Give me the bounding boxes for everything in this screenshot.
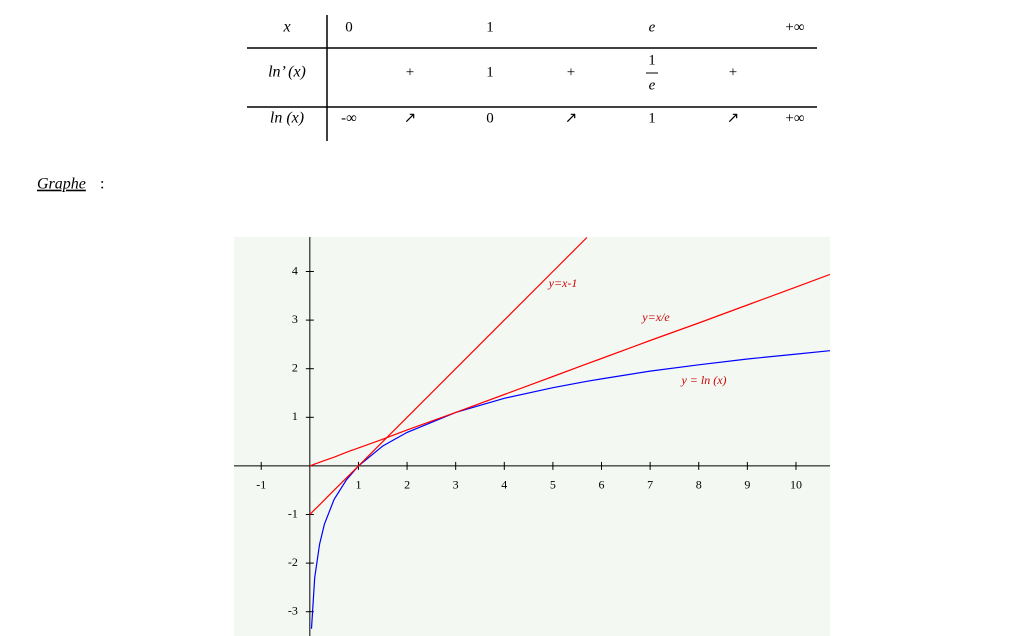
caption: Graphe — [37, 176, 86, 193]
x-tick-label: -1 — [256, 478, 266, 492]
plot-background — [234, 237, 830, 636]
table-cell: ↗ — [565, 110, 578, 126]
y-tick-label: -2 — [288, 555, 298, 569]
table-cell: e — [649, 19, 656, 35]
function-curve — [309, 273, 830, 467]
table-cell: 1 — [486, 64, 494, 80]
table-cell: 0 — [486, 110, 494, 126]
curve-label: y=x-1 — [548, 276, 578, 290]
x-tick-label: 2 — [404, 478, 410, 492]
table-cell: + — [406, 64, 414, 80]
x-tick-label: 1 — [355, 478, 361, 492]
function-curve — [309, 237, 588, 515]
row-label: x — [282, 19, 290, 36]
row-label: ln (x) — [270, 110, 304, 127]
row-label: ln’ (x) — [268, 64, 306, 81]
curve-label: y=x/e — [641, 310, 670, 324]
y-tick-label: 3 — [292, 312, 298, 326]
x-tick-label: 4 — [501, 478, 507, 492]
x-tick-label: 5 — [550, 478, 556, 492]
y-tick-label: 1 — [292, 409, 298, 423]
table-cell: +∞ — [785, 19, 804, 35]
table-cell: 0 — [345, 19, 353, 35]
table-cell: ↗ — [727, 110, 740, 126]
fraction-numerator: 1 — [648, 52, 656, 68]
table-cell: -∞ — [341, 110, 357, 126]
x-tick-label: 6 — [599, 478, 605, 492]
y-tick-label: 4 — [292, 263, 298, 277]
table-cell: + — [729, 64, 737, 80]
x-tick-label: 10 — [790, 478, 802, 492]
x-tick-label: 9 — [744, 478, 750, 492]
y-tick-label: -1 — [288, 506, 298, 520]
curve-label: y = ln (x) — [680, 373, 726, 387]
table-cell: 1 — [648, 110, 656, 126]
y-tick-label: -3 — [288, 603, 298, 617]
plot-lines — [309, 237, 830, 629]
table-cell: 1 — [486, 19, 494, 35]
x-tick-label: 7 — [647, 478, 653, 492]
x-tick-label: 3 — [453, 478, 459, 492]
x-tick-label: 8 — [696, 478, 702, 492]
table-cell: +∞ — [785, 110, 804, 126]
y-tick-label: 2 — [292, 360, 298, 374]
caption-suffix: : — [100, 176, 104, 193]
fraction-denominator: e — [649, 77, 656, 93]
table-cell: + — [567, 64, 575, 80]
table-cell: ↗ — [404, 110, 417, 126]
